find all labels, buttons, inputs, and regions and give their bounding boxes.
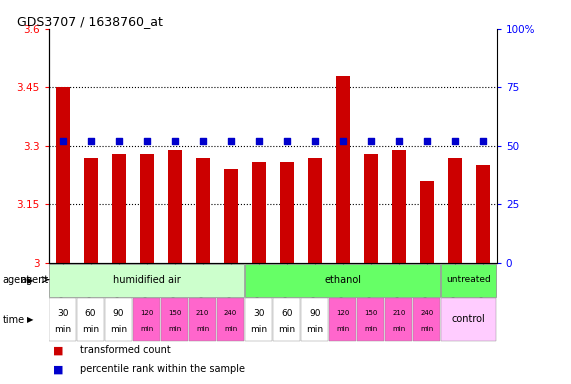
Text: min: min xyxy=(140,326,153,333)
Bar xyxy=(168,150,182,263)
Bar xyxy=(49,264,244,297)
Bar xyxy=(385,298,412,341)
Bar xyxy=(83,158,98,263)
Text: 60: 60 xyxy=(281,309,292,318)
Bar xyxy=(224,169,238,263)
Text: humidified air: humidified air xyxy=(112,275,180,285)
Point xyxy=(142,138,151,144)
Text: untreated: untreated xyxy=(447,275,491,284)
Point xyxy=(226,138,235,144)
Bar xyxy=(139,154,154,263)
Text: ■: ■ xyxy=(53,364,63,374)
Point xyxy=(58,138,67,144)
Text: 120: 120 xyxy=(140,310,153,316)
Bar xyxy=(413,298,440,341)
Bar xyxy=(441,298,496,341)
Point xyxy=(310,138,319,144)
Point xyxy=(86,138,95,144)
Text: ■: ■ xyxy=(53,345,63,356)
Bar xyxy=(336,76,349,263)
Text: 120: 120 xyxy=(336,310,349,316)
Bar xyxy=(55,88,70,263)
Point xyxy=(254,138,263,144)
Text: 240: 240 xyxy=(224,310,238,316)
Text: 210: 210 xyxy=(392,310,405,316)
Text: 90: 90 xyxy=(309,309,320,318)
Bar xyxy=(392,150,406,263)
Bar xyxy=(448,158,462,263)
Bar xyxy=(189,298,216,341)
Text: 150: 150 xyxy=(364,310,377,316)
Bar xyxy=(105,298,132,341)
Text: min: min xyxy=(168,326,181,333)
Text: 240: 240 xyxy=(420,310,433,316)
Text: transformed count: transformed count xyxy=(80,345,171,356)
Text: min: min xyxy=(420,326,433,333)
Bar xyxy=(111,154,126,263)
Bar xyxy=(217,298,244,341)
Text: GDS3707 / 1638760_at: GDS3707 / 1638760_at xyxy=(17,15,163,28)
Bar xyxy=(301,298,328,341)
Point xyxy=(114,138,123,144)
Text: min: min xyxy=(364,326,377,333)
Text: ▶: ▶ xyxy=(27,276,34,285)
Text: min: min xyxy=(196,326,209,333)
Bar xyxy=(49,298,76,341)
Text: min: min xyxy=(306,325,323,334)
Point xyxy=(198,138,207,144)
Text: 30: 30 xyxy=(57,309,69,318)
Bar xyxy=(441,264,496,297)
Bar xyxy=(161,298,188,341)
Bar xyxy=(476,166,490,263)
Point xyxy=(394,138,403,144)
Text: min: min xyxy=(110,325,127,334)
Text: 210: 210 xyxy=(196,310,210,316)
Text: 150: 150 xyxy=(168,310,181,316)
Bar xyxy=(77,298,104,341)
Bar xyxy=(420,181,434,263)
Text: min: min xyxy=(82,325,99,334)
Text: 90: 90 xyxy=(113,309,124,318)
Text: min: min xyxy=(54,325,71,334)
Bar xyxy=(245,264,440,297)
Text: min: min xyxy=(392,326,405,333)
Bar xyxy=(357,298,384,341)
Point xyxy=(366,138,375,144)
Text: min: min xyxy=(224,326,238,333)
Bar xyxy=(245,298,272,341)
Text: min: min xyxy=(278,325,295,334)
Text: min: min xyxy=(336,326,349,333)
Bar xyxy=(329,298,356,341)
Text: time: time xyxy=(3,314,25,325)
Text: min: min xyxy=(250,325,267,334)
Point xyxy=(170,138,179,144)
Text: percentile rank within the sample: percentile rank within the sample xyxy=(80,364,245,374)
Text: 60: 60 xyxy=(85,309,96,318)
Bar xyxy=(280,162,293,263)
Bar xyxy=(273,298,300,341)
Text: 30: 30 xyxy=(253,309,264,318)
Point xyxy=(422,138,431,144)
Bar xyxy=(133,298,160,341)
Point xyxy=(450,138,459,144)
Text: agent: agent xyxy=(3,275,31,285)
Point xyxy=(282,138,291,144)
Text: agent: agent xyxy=(21,275,49,285)
Bar xyxy=(364,154,377,263)
Text: ▶: ▶ xyxy=(27,315,34,324)
Point xyxy=(338,138,347,144)
Bar xyxy=(196,158,210,263)
Text: control: control xyxy=(452,314,485,324)
Bar xyxy=(252,162,266,263)
Bar xyxy=(308,158,321,263)
Point xyxy=(478,138,487,144)
Text: ethanol: ethanol xyxy=(324,275,361,285)
